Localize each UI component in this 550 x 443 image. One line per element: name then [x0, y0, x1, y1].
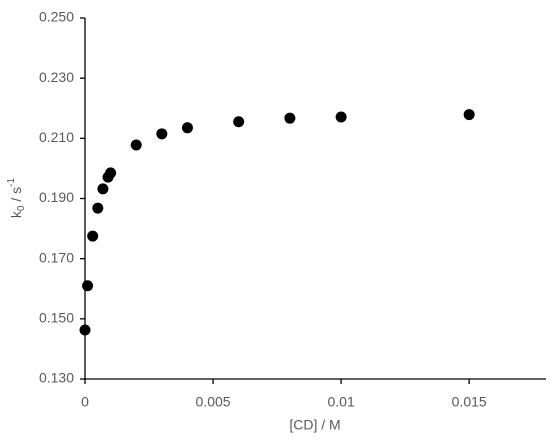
- data-point: [284, 112, 296, 124]
- data-point: [82, 280, 94, 292]
- y-label-sub: 0: [16, 205, 27, 211]
- data-point: [97, 183, 109, 195]
- y-axis-label: k0 / s-1: [6, 178, 27, 219]
- y-tick-label: 0.170: [39, 249, 74, 265]
- data-point: [105, 167, 117, 179]
- y-label-part: / s: [8, 187, 24, 206]
- data-point: [156, 128, 168, 140]
- x-axis-label: [CD] / M: [289, 417, 340, 433]
- y-tick-label: 0.230: [39, 69, 74, 85]
- data-point: [233, 116, 245, 128]
- y-tick-label: 0.190: [39, 189, 74, 205]
- x-tick-label: 0.015: [452, 394, 487, 410]
- y-label-part: k: [8, 210, 24, 218]
- y-tick-label: 0.210: [39, 129, 74, 145]
- data-point: [87, 230, 99, 242]
- data-point: [130, 139, 142, 151]
- y-tick-label: 0.150: [39, 310, 74, 326]
- y-label-sup: -1: [6, 178, 17, 187]
- data-point: [181, 122, 193, 134]
- data-point: [79, 324, 91, 336]
- y-tick-label: 0.130: [39, 370, 74, 386]
- x-tick-label: 0.005: [196, 394, 231, 410]
- x-tick-label: 0.01: [327, 394, 354, 410]
- x-tick-label: 0: [81, 394, 89, 410]
- data-point: [335, 111, 347, 123]
- y-tick-label: 0.250: [39, 9, 74, 25]
- data-point: [92, 202, 104, 214]
- data-point: [463, 109, 475, 121]
